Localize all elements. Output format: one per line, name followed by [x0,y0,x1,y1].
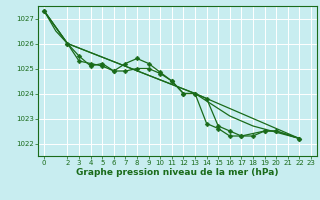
X-axis label: Graphe pression niveau de la mer (hPa): Graphe pression niveau de la mer (hPa) [76,168,279,177]
